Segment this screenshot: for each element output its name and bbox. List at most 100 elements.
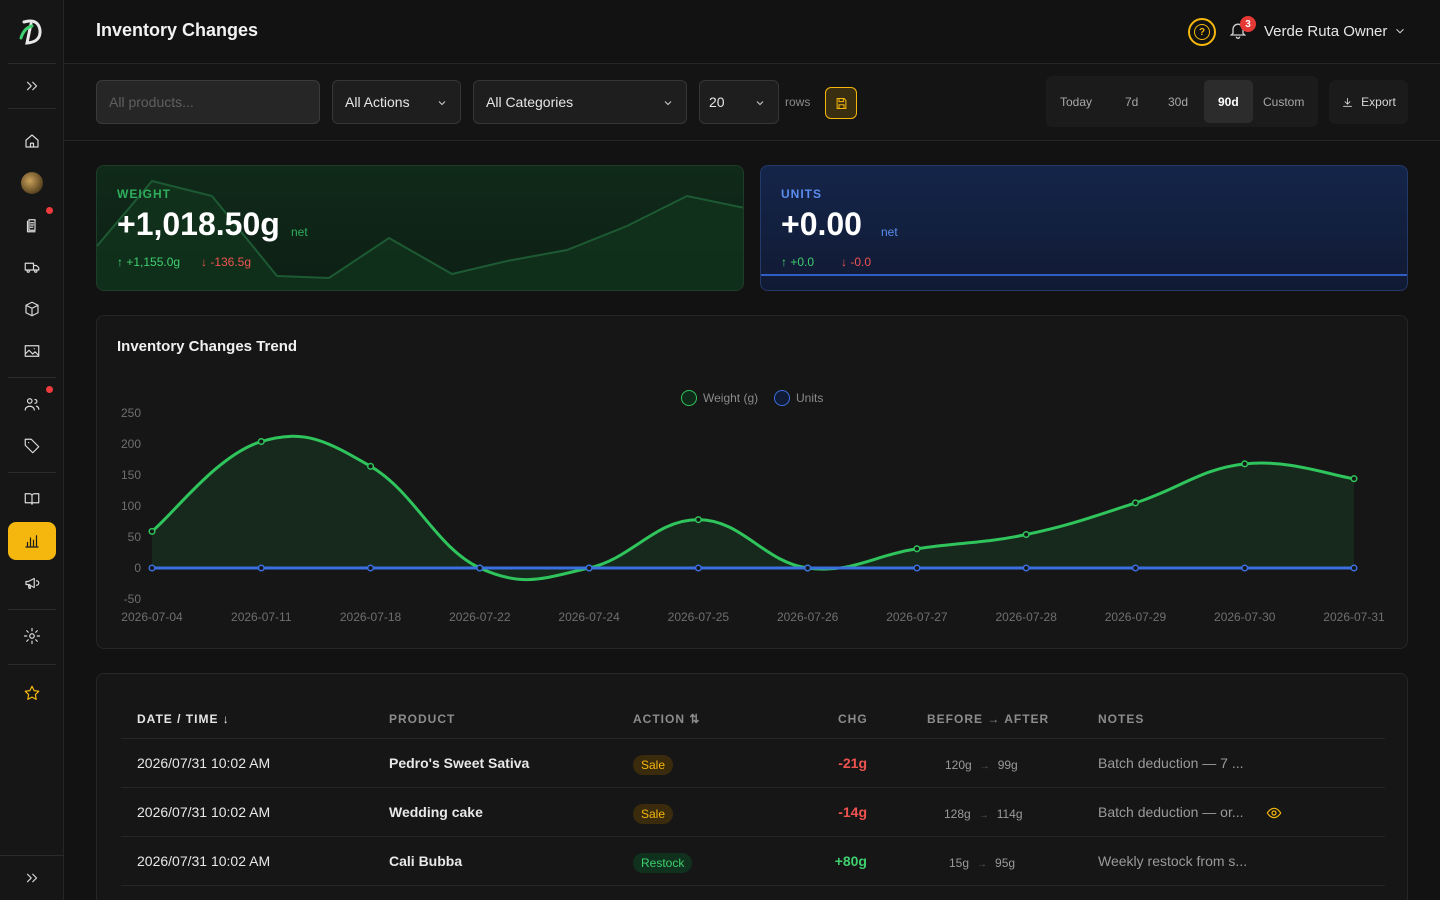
trend-chart-card: 250 200 150 100 50 0 -50 2026-07-04 2026-07-11 20… [96, 315, 1408, 649]
sidebar-item-delivery[interactable] [8, 248, 56, 286]
sidebar-item-settings[interactable] [8, 617, 56, 655]
view-note-button[interactable] [1266, 805, 1282, 821]
data-point-weight [1022, 530, 1030, 539]
action-filter-select[interactable]: All Actions [332, 80, 461, 124]
data-point-weight [257, 437, 265, 446]
row-divider [121, 836, 1385, 837]
sidebar-item-tags[interactable] [8, 427, 56, 465]
row-after: 114g [996, 807, 1023, 821]
row-product[interactable]: Wedding cake [389, 804, 483, 820]
row-change: -21g [838, 755, 867, 771]
data-point-weight [1241, 460, 1249, 468]
orders-alert-dot [46, 207, 53, 214]
download-icon [1343, 97, 1352, 107]
export-label: Export [1361, 95, 1396, 109]
data-point-units [1350, 564, 1358, 572]
collapse-sidebar-button[interactable] [8, 859, 56, 897]
row-product[interactable]: Pedro's Sweet Sativa [389, 755, 530, 771]
tag-icon [24, 438, 40, 454]
data-point-weight [694, 516, 702, 524]
weight-kpi-net: net [291, 225, 308, 239]
sidebar-item-analytics[interactable] [8, 522, 56, 560]
range-today-button[interactable]: Today [1060, 94, 1093, 109]
sidebar-item-store[interactable] [8, 164, 56, 202]
sidebar-item-marketing[interactable] [8, 564, 56, 602]
top-header: Inventory Changes ? 3 Verde Ruta Owner [64, 0, 1440, 64]
action-filter-value: All Actions [345, 94, 410, 110]
save-view-button[interactable] [825, 87, 857, 119]
row-datetime: 2026/07/31 10:02 AM [137, 853, 271, 869]
data-point-units [366, 564, 375, 572]
data-point-units [1022, 564, 1030, 572]
page-title: Inventory Changes [96, 20, 259, 40]
box-icon [25, 301, 39, 317]
row-change: -14g [838, 804, 867, 820]
data-point-weight [1350, 475, 1358, 483]
weight-kpi-decrease: ↓ -136.5g [201, 255, 252, 269]
row-divider [121, 787, 1385, 788]
data-point-units [148, 564, 156, 572]
data-point-units [1131, 564, 1140, 572]
legend-item-weight[interactable]: Weight (g) [681, 389, 758, 407]
data-point-units [913, 564, 921, 572]
row-before-after: 128g → 114g [944, 807, 1023, 821]
row-notes: Batch deduction — or... [1098, 804, 1244, 820]
star-icon [24, 685, 40, 700]
row-notes: Batch deduction — 7 ... [1098, 755, 1244, 771]
range-90d-button[interactable]: 90d [1204, 80, 1253, 123]
data-point-weight [913, 545, 921, 553]
sidebar-item-customers[interactable] [8, 385, 56, 423]
product-search-input[interactable] [96, 80, 320, 124]
help-button[interactable]: ? [1188, 18, 1216, 46]
sidebar-item-media[interactable] [8, 332, 56, 370]
x-tick-label: 2026-07-25 [668, 610, 730, 624]
x-tick-label: 2026-07-22 [449, 610, 511, 624]
rows-label: rows [785, 95, 811, 109]
units-kpi-decrease: ↓ -0.0 [841, 255, 872, 269]
x-tick-label: 2026-07-11 [231, 610, 292, 624]
weight-kpi-value: +1,018.50g [117, 206, 280, 242]
x-tick-label: 2026-07-04 [121, 610, 183, 624]
x-tick-label: 2026-07-29 [1105, 610, 1167, 624]
user-menu-toggle[interactable] [1393, 24, 1407, 38]
home-icon [25, 134, 39, 148]
data-point-weight [148, 527, 156, 535]
sidebar-divider [8, 609, 56, 610]
chevron-down-icon [1396, 28, 1404, 34]
row-before-after: 120g → 99g [945, 758, 1018, 772]
y-tick-label: 200 [121, 437, 141, 451]
column-header-datetime[interactable]: DATE / TIME ↓ [137, 712, 230, 726]
store-thumbnail-icon [21, 172, 43, 194]
y-tick-label: 50 [128, 530, 142, 544]
legend-item-units[interactable]: Units [774, 389, 823, 407]
user-menu-name[interactable]: Verde Ruta Owner [1264, 23, 1388, 40]
y-tick-label: 250 [121, 406, 141, 420]
weight-kpi-increase: ↑ +1,155.0g [117, 255, 181, 269]
arrow-right-icon: → [979, 761, 990, 772]
double-chevron-right-icon [26, 81, 38, 91]
data-point-units [476, 564, 484, 572]
range-30d-button[interactable]: 30d [1168, 94, 1189, 109]
filter-toolbar: All Actions All Categories 20 rows Today… [64, 64, 1440, 141]
book-open-icon [24, 493, 40, 505]
sidebar-item-catalog[interactable] [8, 480, 56, 518]
rows-per-page-select[interactable]: 20 [699, 80, 779, 124]
row-product[interactable]: Cali Bubba [389, 853, 463, 869]
units-kpi-card: UNITS +0.00 net ↑ +0.0 ↓ -0.0 [760, 165, 1408, 291]
customers-alert-dot [46, 386, 53, 393]
range-7d-button[interactable]: 7d [1125, 94, 1139, 109]
category-filter-value: All Categories [486, 94, 574, 110]
export-button[interactable]: Export [1329, 80, 1408, 124]
column-header-action[interactable]: ACTION ⇅ [633, 712, 701, 726]
x-tick-label: 2026-07-28 [995, 610, 1057, 624]
sidebar-item-favorites[interactable] [8, 674, 56, 712]
category-filter-select[interactable]: All Categories [473, 80, 687, 124]
sidebar-item-products[interactable] [8, 290, 56, 328]
brand-logo[interactable] [18, 18, 46, 46]
sidebar-item-home[interactable] [8, 122, 56, 160]
sidebar-item-orders[interactable] [8, 206, 56, 244]
row-before: 128g [944, 807, 971, 821]
range-custom-button[interactable]: Custom [1263, 94, 1305, 109]
expand-sidebar-button[interactable] [8, 67, 56, 105]
